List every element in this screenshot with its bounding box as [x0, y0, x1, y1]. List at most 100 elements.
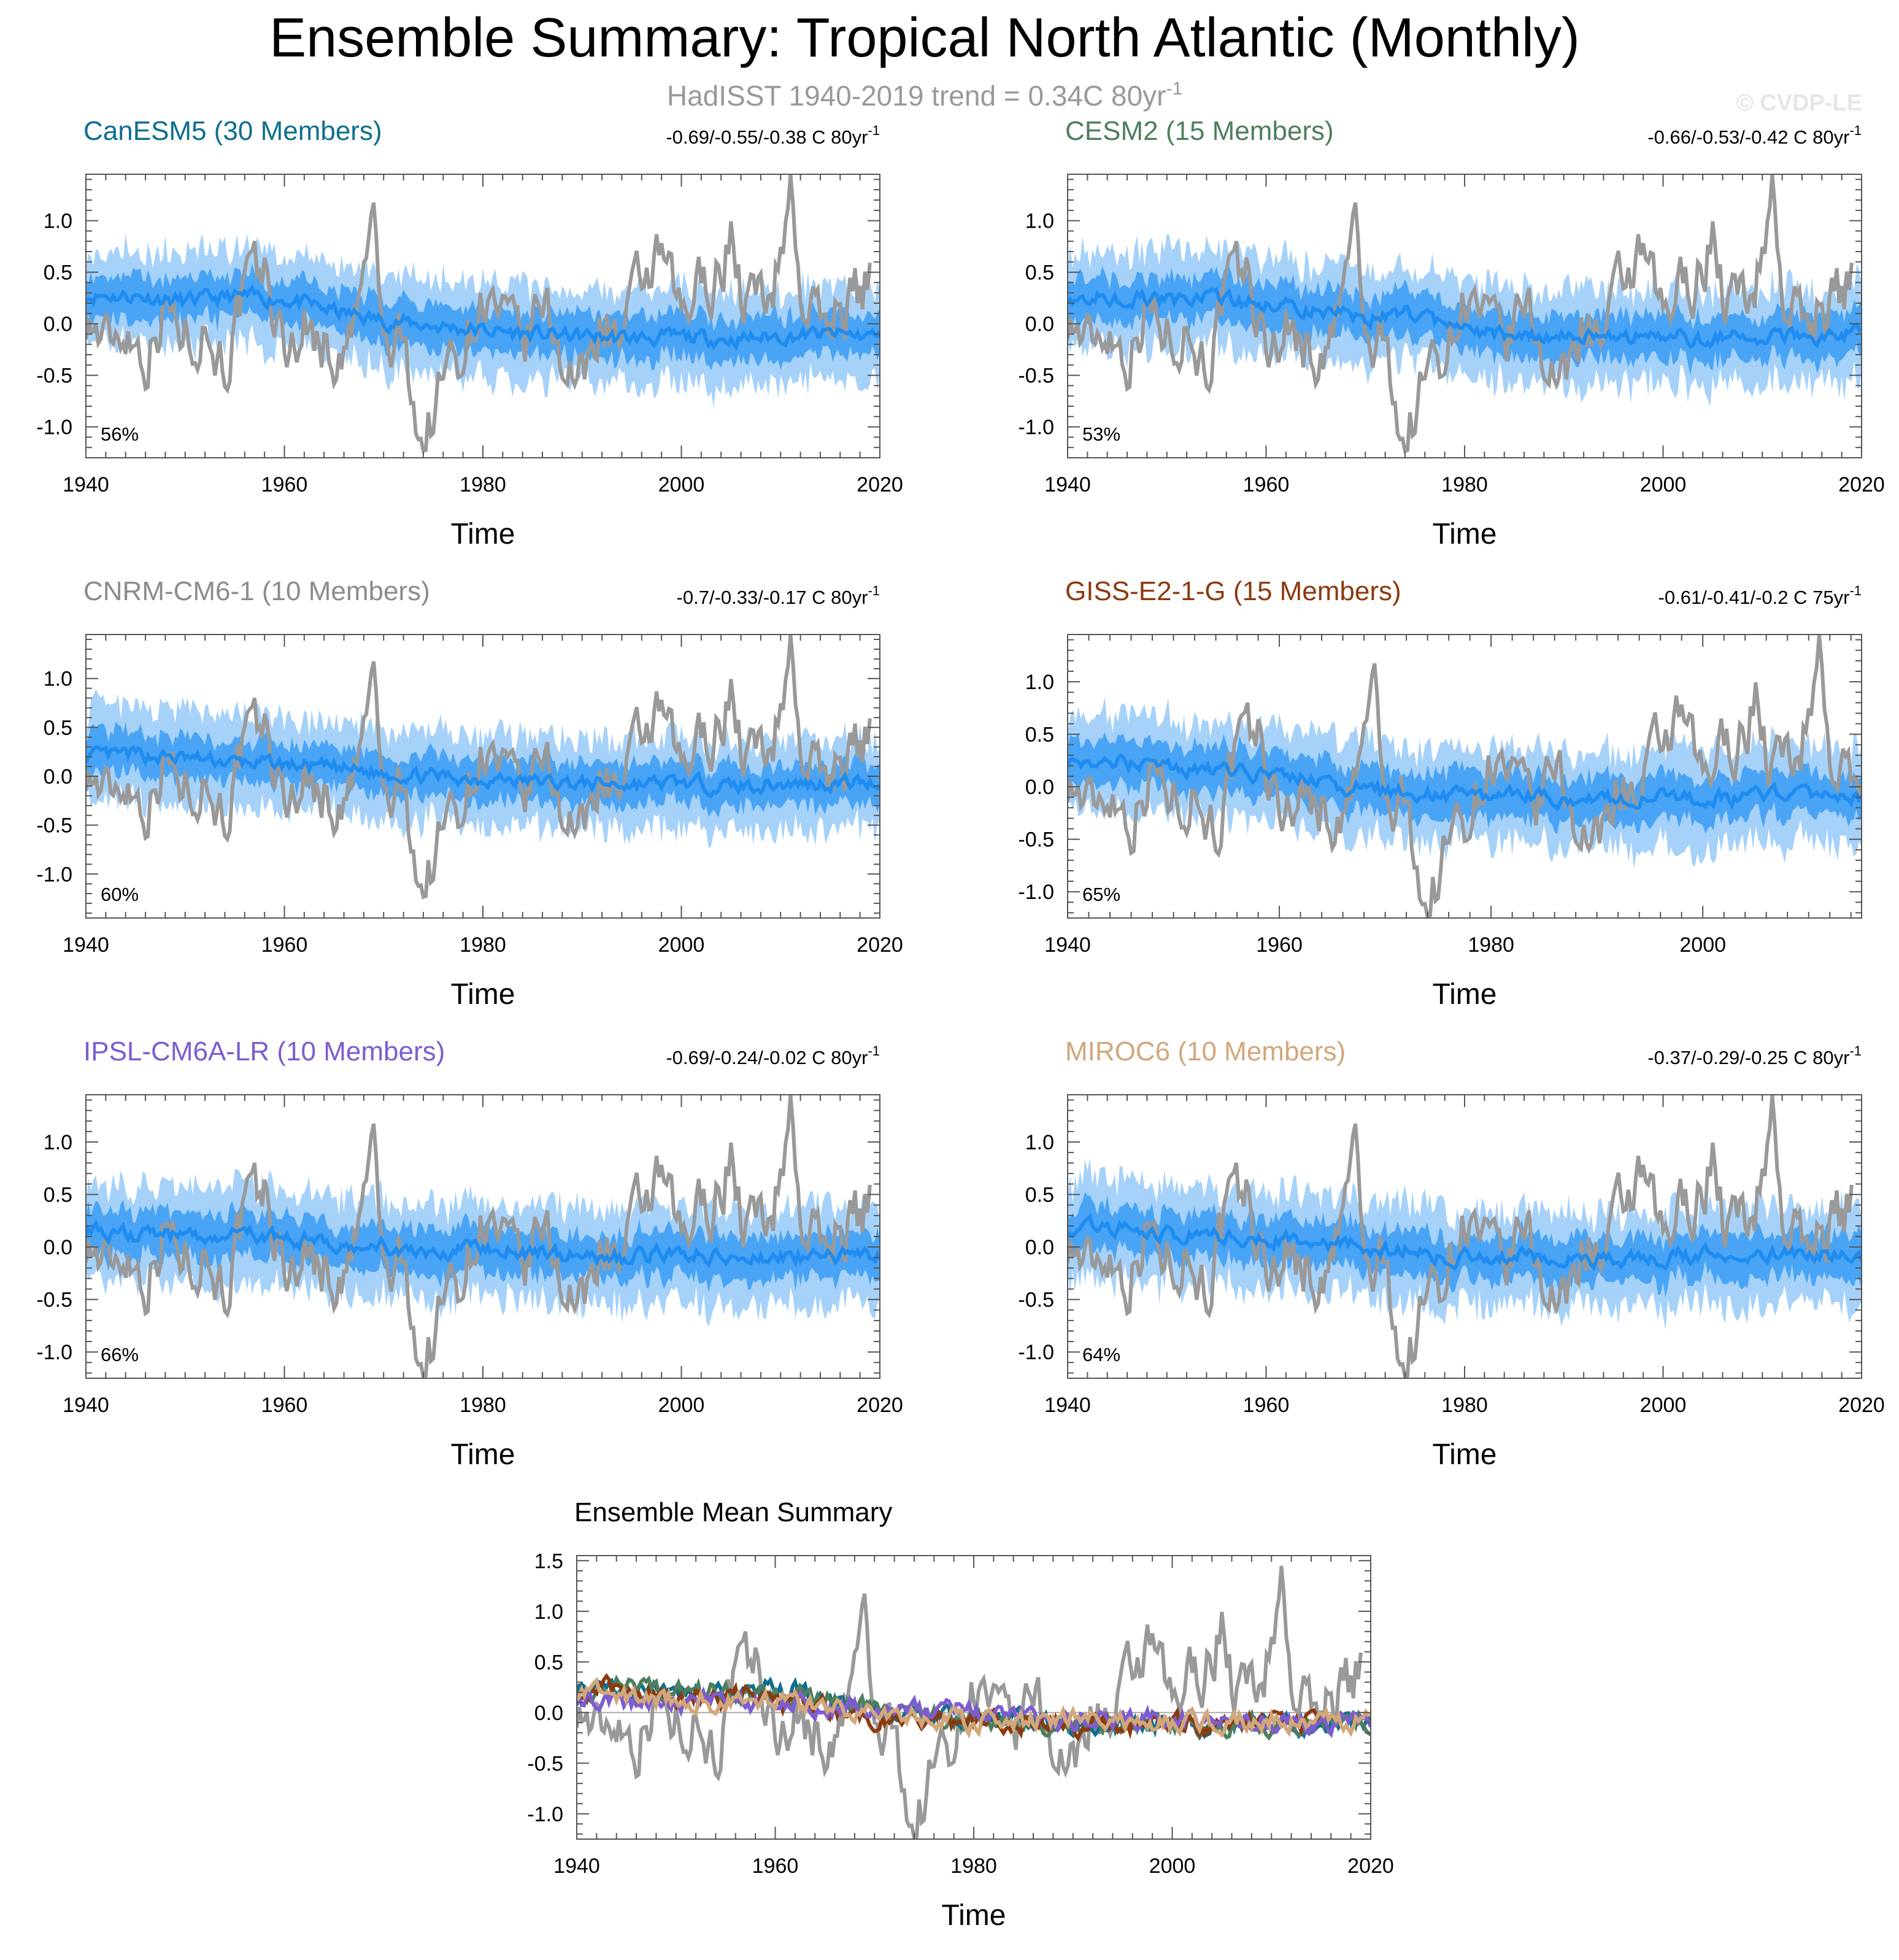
- y-tick-label: 0.5: [44, 261, 72, 285]
- y-tick-label: 0.5: [1025, 261, 1054, 285]
- x-axis-label: Time: [942, 1899, 1006, 1932]
- x-tick-label: 2020: [1347, 1854, 1394, 1878]
- panel-giss-e2-1-g: GISS-E2-1-G (15 Members) -0.61/-0.41/-0.2…: [1018, 576, 1862, 1011]
- x-axis-label: Time: [1433, 518, 1497, 550]
- x-tick-label: 1960: [261, 473, 308, 496]
- y-tick-label: 0.0: [1025, 776, 1054, 799]
- x-tick-label: 1940: [63, 1394, 109, 1417]
- y-tick-label: -0.5: [1018, 365, 1054, 388]
- trend-label: -0.69/-0.24/-0.02 C 80yr-1: [666, 1043, 880, 1068]
- panel-cesm2: CESM2 (15 Members) -0.66/-0.53/-0.42 C 80…: [1018, 116, 1884, 550]
- y-tick-label: 0.5: [44, 716, 72, 739]
- x-tick-label: 2000: [658, 473, 705, 496]
- y-tick-label: 1.0: [44, 668, 72, 691]
- percent-label: 60%: [101, 884, 139, 905]
- x-tick-label: 1960: [261, 1394, 308, 1417]
- spread-band-inner: [1068, 1192, 1862, 1298]
- figure-subtitle: HadISST 1940-2019 trend = 0.34C 80yr-1: [667, 79, 1182, 112]
- y-tick-label: 1.0: [534, 1600, 563, 1624]
- x-tick-label: 1980: [460, 1394, 506, 1417]
- y-tick-label: 0.0: [534, 1702, 563, 1725]
- x-tick-label: 1960: [752, 1854, 799, 1878]
- ensemble-mean-line: [1068, 1213, 1862, 1271]
- y-tick-label: 0.0: [1025, 313, 1054, 336]
- trend-label: -0.7/-0.33/-0.17 C 80yr-1: [677, 583, 880, 608]
- panels: CanESM5 (30 Members) -0.69/-0.55/-0.38 C …: [36, 116, 1884, 1932]
- y-tick-label: -1.0: [1018, 416, 1054, 439]
- y-tick-label: -1.0: [36, 1341, 72, 1364]
- observed-line: [86, 1095, 872, 1378]
- trend-label: -0.66/-0.53/-0.42 C 80yr-1: [1647, 123, 1862, 148]
- trend-label: -0.37/-0.29/-0.25 C 80yr-1: [1647, 1043, 1862, 1068]
- ensemble-mean-line: [86, 1219, 880, 1268]
- percent-label: 66%: [101, 1344, 139, 1365]
- y-tick-label: 0.5: [1025, 1184, 1054, 1207]
- percent-label: 64%: [1082, 1344, 1120, 1365]
- panel-title: Ensemble Mean Summary: [574, 1497, 892, 1527]
- y-tick-label: -0.5: [527, 1752, 563, 1775]
- panel-ipsl-cm6a-lr: IPSL-CM6A-LR (10 Members) -0.69/-0.24/-0.…: [36, 1036, 903, 1471]
- x-axis-label: Time: [1433, 978, 1497, 1011]
- x-tick-label: 1980: [1468, 933, 1514, 957]
- x-tick-label: 1960: [261, 933, 308, 957]
- panel-title: CESM2 (15 Members): [1065, 116, 1334, 146]
- x-tick-label: 1980: [950, 1854, 997, 1878]
- percent-label: 56%: [101, 423, 139, 445]
- x-axis-label: Time: [451, 978, 515, 1011]
- ensemble-mean-line: [1068, 287, 1862, 350]
- x-tick-label: 2000: [658, 933, 705, 957]
- x-tick-label: 2020: [857, 933, 903, 957]
- x-tick-label: 1980: [460, 473, 506, 496]
- x-tick-label: 1960: [1243, 1394, 1290, 1417]
- x-tick-label: 2000: [1149, 1854, 1196, 1878]
- panel-title: CNRM-CM6-1 (10 Members): [83, 576, 430, 606]
- x-tick-label: 1980: [1441, 1394, 1488, 1417]
- panel-title: GISS-E2-1-G (15 Members): [1065, 576, 1401, 606]
- plot-area: [577, 1565, 1371, 1839]
- ensemble-mean-line: [1068, 753, 1862, 812]
- y-tick-label: 1.0: [44, 1131, 72, 1154]
- y-tick-label: 1.5: [534, 1549, 563, 1573]
- y-tick-label: 0.5: [534, 1651, 563, 1674]
- plot-area: [1068, 1095, 1862, 1378]
- plot-area: [1068, 174, 1862, 453]
- spread-band-inner: [1068, 732, 1862, 835]
- x-tick-label: 1960: [1243, 473, 1290, 496]
- y-tick-label: 0.0: [1025, 1236, 1054, 1259]
- y-tick-label: -0.5: [1018, 1289, 1054, 1312]
- x-tick-label: 2000: [1640, 473, 1687, 496]
- model-mean-line: [577, 1676, 1371, 1739]
- x-tick-label: 2020: [1838, 473, 1885, 496]
- x-axis-label: Time: [1433, 1438, 1497, 1471]
- percent-label: 53%: [1082, 423, 1120, 445]
- x-tick-label: 1940: [1044, 933, 1091, 957]
- panel-title: IPSL-CM6A-LR (10 Members): [83, 1036, 445, 1067]
- x-tick-label: 2000: [658, 1394, 705, 1417]
- x-tick-label: 1960: [1256, 933, 1303, 957]
- y-tick-label: -0.5: [1018, 828, 1054, 852]
- x-tick-label: 2020: [857, 473, 903, 496]
- trend-label: -0.69/-0.55/-0.38 C 80yr-1: [666, 123, 880, 148]
- x-tick-label: 1940: [553, 1854, 600, 1878]
- figure-title: Ensemble Summary: Tropical North Atlanti…: [269, 7, 1580, 69]
- y-tick-label: 0.0: [44, 1236, 72, 1259]
- percent-label: 65%: [1082, 884, 1120, 905]
- plot-area: [1068, 635, 1862, 918]
- y-tick-label: -1.0: [1018, 1341, 1054, 1364]
- x-tick-label: 1980: [1441, 473, 1488, 496]
- y-tick-label: -0.5: [36, 1289, 72, 1312]
- panel-title: CanESM5 (30 Members): [83, 116, 382, 146]
- ensemble-mean-line: [86, 284, 880, 352]
- x-tick-label: 1980: [460, 933, 506, 957]
- panel-canesm5: CanESM5 (30 Members) -0.69/-0.55/-0.38 C …: [36, 116, 903, 550]
- panel-ensemble-mean-summary: Ensemble Mean Summary 1940 1960 1980 2000 202…: [527, 1497, 1393, 1932]
- plot-area: [86, 635, 880, 900]
- x-tick-label: 2000: [1679, 933, 1726, 957]
- y-tick-label: -0.5: [36, 365, 72, 388]
- y-tick-label: -1.0: [527, 1803, 563, 1826]
- panel-cnrm-cm6-1: CNRM-CM6-1 (10 Members) -0.7/-0.33/-0.17 …: [36, 576, 903, 1011]
- y-tick-label: 1.0: [1025, 1131, 1054, 1154]
- y-tick-label: -1.0: [36, 863, 72, 886]
- ensemble-mean-line: [86, 744, 880, 798]
